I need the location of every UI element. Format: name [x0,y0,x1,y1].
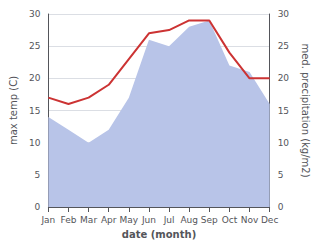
svg-text:25: 25 [278,41,289,51]
svg-text:5: 5 [278,170,284,180]
svg-text:20: 20 [278,73,290,83]
svg-text:date (month): date (month) [122,229,196,240]
svg-text:30: 30 [29,9,41,19]
svg-text:30: 30 [278,9,290,19]
svg-text:15: 15 [278,106,289,116]
svg-text:Aug: Aug [180,215,198,225]
svg-text:Jun: Jun [141,215,156,225]
svg-text:25: 25 [29,41,40,51]
svg-text:20: 20 [29,73,41,83]
svg-text:May: May [120,215,139,225]
svg-text:5: 5 [35,170,41,180]
svg-text:Oct: Oct [222,215,238,225]
svg-text:Jan: Jan [40,215,55,225]
svg-text:Mar: Mar [80,215,97,225]
svg-text:max temp (C): max temp (C) [8,76,19,145]
svg-text:Jul: Jul [163,215,175,225]
svg-text:0: 0 [35,202,41,212]
svg-text:15: 15 [29,106,40,116]
svg-text:med. precipitation (kg/m2): med. precipitation (kg/m2) [300,43,311,177]
svg-text:10: 10 [29,138,41,148]
svg-text:Dec: Dec [261,215,278,225]
svg-text:10: 10 [278,138,290,148]
svg-text:Apr: Apr [101,215,117,225]
svg-text:Sep: Sep [201,215,218,225]
svg-text:Nov: Nov [241,215,259,225]
svg-text:Feb: Feb [61,215,77,225]
svg-text:0: 0 [278,202,284,212]
